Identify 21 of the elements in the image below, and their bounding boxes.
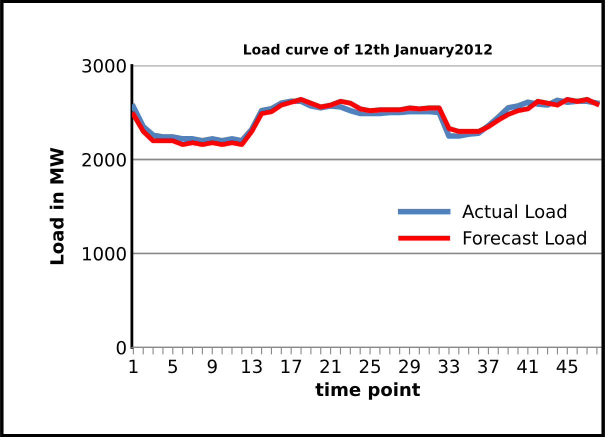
x-tick-label: 1 — [130, 360, 138, 373]
y-tick-label: 2000 — [82, 152, 126, 167]
y-tick-label: 0 — [116, 340, 126, 355]
x-axis-title: time point — [315, 382, 420, 400]
x-tick-label: 21 — [320, 360, 340, 373]
x-tick-label: 45 — [556, 360, 578, 374]
y-tick-label: 3000 — [82, 59, 126, 73]
legend-label: Actual Load — [462, 204, 566, 218]
y-tick-label: 1000 — [83, 246, 126, 261]
x-tick-label: 29 — [399, 360, 420, 374]
x-tick-label: 25 — [360, 360, 380, 374]
x-tick-label: 5 — [168, 360, 177, 374]
legend-label: Forecast Load — [464, 230, 586, 245]
x-tick-label: 9 — [208, 360, 217, 374]
chart-title: Load curve of 12th January2012 — [244, 44, 492, 58]
y-axis-title: Load in MW — [50, 148, 64, 264]
x-tick-label: 33 — [438, 360, 459, 374]
x-tick-label: 13 — [242, 360, 262, 374]
x-tick-label: 41 — [517, 360, 538, 373]
x-tick-label: 17 — [282, 360, 302, 373]
x-tick-label: 37 — [478, 360, 498, 374]
